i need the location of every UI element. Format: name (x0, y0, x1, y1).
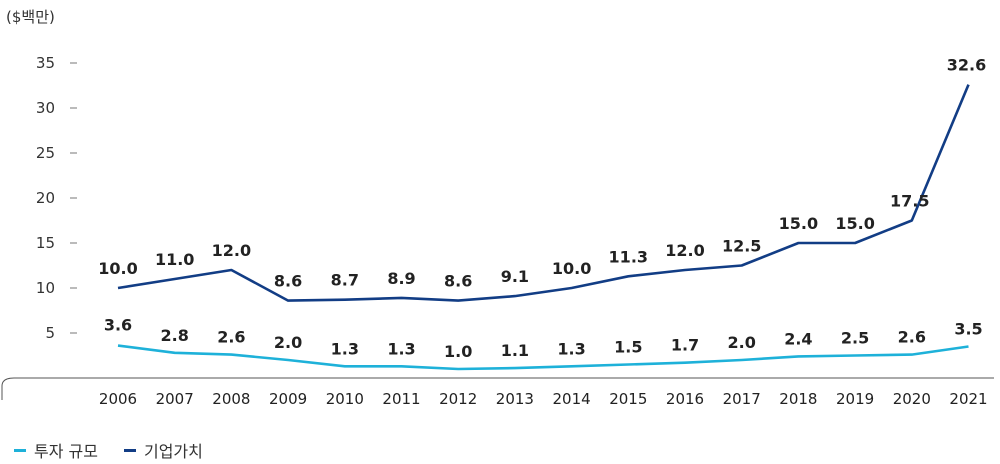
x-tick-label: 2017 (723, 390, 761, 408)
legend-item-investment: 투자 규모 (14, 438, 98, 462)
x-axis-line (1, 377, 994, 400)
legend-item-valuation: 기업가치 (123, 438, 203, 462)
x-tick-label: 2006 (99, 390, 137, 408)
x-tick-label: 2009 (269, 390, 307, 408)
line-chart: 5 10 15 20 25 30 35 2006 2007 2008 2009 2010 2011 201… (1, 54, 994, 408)
x-tick-label: 2010 (326, 390, 364, 408)
data-label-valuation: 8.6 (274, 272, 302, 291)
data-label-investment: 2.4 (784, 329, 812, 348)
y-tick-label: 5 (45, 324, 55, 342)
y-unit-label: ($백만) (6, 8, 55, 26)
x-tick-label: 2007 (156, 390, 194, 408)
x-tick-label: 2018 (779, 390, 817, 408)
data-label-investment: 1.1 (501, 341, 529, 360)
data-label-valuation: 8.9 (387, 269, 415, 288)
data-label-investment: 1.5 (614, 338, 642, 357)
data-label-investment: 2.6 (217, 328, 245, 347)
data-label-investment: 2.0 (728, 333, 756, 352)
legend-label-investment: 투자 규모 (34, 442, 98, 461)
data-label-investment: 2.8 (161, 326, 189, 345)
legend-swatch-investment (14, 448, 26, 452)
x-tick-label: 2021 (949, 390, 987, 408)
data-label-valuation: 17.5 (890, 192, 929, 211)
data-label-investment: 1.3 (331, 339, 359, 358)
data-label-investment: 2.6 (898, 328, 926, 347)
y-tick-label: 10 (36, 279, 55, 297)
x-tick-label: 2008 (212, 390, 250, 408)
data-label-investment: 3.5 (954, 320, 982, 339)
x-tick-label: 2012 (439, 390, 477, 408)
series-line-valuation (117, 84, 970, 302)
legend: 투자 규모 기업가치 (14, 438, 203, 462)
data-label-valuation: 8.6 (444, 272, 472, 291)
data-label-valuation: 12.0 (665, 241, 704, 260)
legend-label-valuation: 기업가치 (143, 442, 203, 461)
y-tick-label: 15 (36, 234, 55, 252)
y-tick-label: 30 (36, 99, 55, 117)
data-label-investment: 3.6 (104, 316, 132, 335)
x-tick-label: 2014 (553, 390, 591, 408)
y-tick-label: 25 (36, 144, 55, 162)
y-tick-label: 20 (36, 189, 55, 207)
data-label-valuation: 11.0 (155, 250, 194, 269)
data-label-valuation: 10.0 (98, 259, 137, 278)
data-label-investment: 1.0 (444, 342, 472, 361)
data-label-valuation: 12.5 (722, 237, 761, 256)
data-label-valuation: 9.1 (501, 267, 529, 286)
series-line-investment (117, 344, 969, 371)
x-tick-label: 2019 (836, 390, 874, 408)
data-label-valuation: 10.0 (552, 259, 591, 278)
legend-swatch-valuation (123, 448, 136, 452)
y-tick-label: 35 (36, 54, 55, 72)
x-tick-label: 2013 (496, 390, 534, 408)
data-label-valuation: 8.7 (331, 271, 359, 290)
data-label-investment: 1.3 (557, 339, 585, 358)
data-label-valuation: 32.6 (947, 56, 986, 75)
data-label-valuation: 15.0 (779, 214, 818, 233)
data-label-investment: 2.0 (274, 333, 302, 352)
x-tick-label: 2016 (666, 390, 704, 408)
data-label-investment: 2.5 (841, 329, 869, 348)
data-label-valuation: 15.0 (835, 214, 874, 233)
data-label-investment: 1.7 (671, 336, 699, 355)
data-label-valuation: 12.0 (212, 241, 251, 260)
x-tick-label: 2015 (609, 390, 647, 408)
x-tick-label: 2020 (893, 390, 931, 408)
x-tick-label: 2011 (382, 390, 420, 408)
data-label-investment: 1.3 (387, 339, 415, 358)
data-label-valuation: 11.3 (609, 247, 648, 266)
